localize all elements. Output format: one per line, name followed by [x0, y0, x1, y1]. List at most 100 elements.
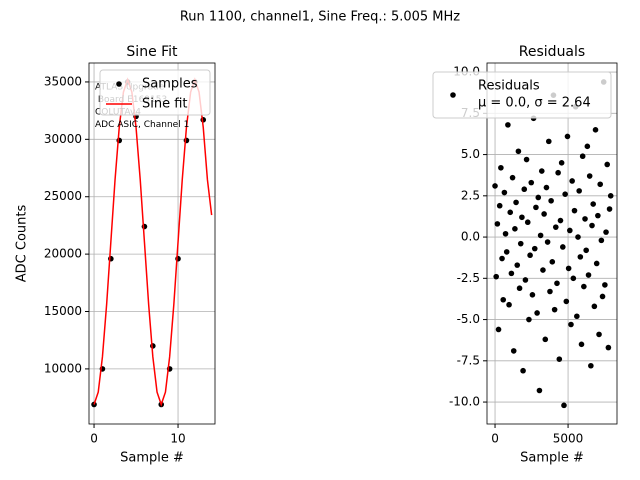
point — [560, 244, 566, 250]
point — [606, 206, 613, 212]
point — [514, 262, 521, 268]
legend-label: Residuals — [478, 79, 540, 94]
point — [590, 201, 596, 207]
point — [508, 270, 515, 277]
point — [502, 230, 509, 237]
point — [588, 362, 594, 369]
point — [524, 219, 531, 226]
y-tick-label: -10.0 — [449, 395, 480, 409]
point — [596, 331, 602, 338]
point — [589, 222, 595, 229]
point — [577, 254, 584, 260]
point — [493, 273, 500, 280]
point — [599, 293, 606, 300]
point — [506, 301, 512, 308]
point — [542, 336, 549, 343]
point — [551, 306, 558, 313]
y-tick-label: 25000 — [44, 189, 82, 203]
y-tick-label: 2.5 — [461, 188, 480, 202]
point — [586, 173, 593, 179]
legend-label: Sine fit — [142, 97, 188, 112]
point — [538, 168, 545, 174]
point — [513, 199, 519, 206]
point — [547, 288, 553, 295]
point — [519, 214, 525, 221]
point — [568, 321, 574, 328]
point — [500, 296, 507, 303]
point — [516, 285, 523, 292]
plot-marks — [492, 79, 614, 409]
point — [522, 277, 529, 283]
point — [565, 265, 572, 272]
y-tick-label: 15000 — [44, 304, 82, 318]
point — [571, 207, 578, 214]
point — [603, 229, 609, 235]
point — [583, 247, 589, 254]
point — [567, 227, 573, 234]
point — [552, 224, 559, 230]
x-tick-label: 0 — [491, 432, 499, 446]
point — [570, 275, 577, 282]
point — [526, 316, 532, 323]
point — [574, 313, 580, 320]
point — [562, 191, 568, 197]
point — [523, 156, 530, 163]
point — [534, 310, 540, 316]
point — [510, 348, 517, 354]
point — [527, 252, 533, 259]
point — [581, 283, 587, 290]
point — [558, 160, 565, 166]
point — [535, 194, 542, 201]
point — [585, 272, 592, 278]
point — [554, 280, 560, 287]
y-tick-label: 0.0 — [461, 230, 480, 244]
y-tick-label: -5.0 — [457, 312, 480, 326]
y-tick-label: 5.0 — [461, 147, 480, 161]
legend-swatch — [116, 81, 122, 87]
point — [591, 303, 598, 310]
point — [503, 249, 510, 255]
x-axis-label: Sample # — [520, 451, 584, 466]
point — [604, 161, 611, 168]
figure-title: Run 1100, channel1, Sine Freq.: 5.005 MH… — [180, 10, 460, 25]
point — [579, 153, 586, 160]
point — [492, 183, 498, 189]
point — [561, 402, 567, 409]
y-tick-label: -7.5 — [457, 353, 480, 367]
point — [564, 133, 571, 140]
point — [582, 216, 588, 222]
x-tick-label: 0 — [90, 432, 98, 446]
y-tick-label: -2.5 — [457, 271, 480, 285]
point — [598, 237, 605, 244]
point — [509, 174, 516, 181]
point — [593, 260, 600, 267]
point — [602, 282, 608, 288]
x-tick-label: 5000 — [553, 432, 584, 446]
y-axis-label: ADC Counts — [15, 205, 30, 283]
point — [543, 184, 550, 191]
point — [545, 138, 552, 145]
point — [536, 387, 543, 394]
point — [529, 292, 536, 298]
point — [520, 367, 526, 374]
y-tick-label: 20000 — [44, 247, 82, 261]
point — [141, 223, 148, 230]
axes-title: Sine Fit — [126, 44, 178, 60]
legend-swatch — [450, 92, 456, 98]
annotation: ADC ASIC, Channel 1 — [95, 120, 189, 130]
point — [540, 267, 546, 273]
point — [91, 401, 97, 408]
legend-box — [432, 71, 612, 119]
y-tick-label: 30000 — [44, 132, 82, 146]
point — [592, 127, 599, 133]
point — [528, 179, 535, 186]
point — [544, 239, 551, 245]
point — [505, 122, 511, 128]
point — [549, 259, 556, 265]
point — [584, 143, 591, 150]
axes-title: Residuals — [519, 44, 585, 60]
point — [563, 298, 570, 305]
point — [569, 178, 575, 184]
point — [494, 221, 501, 227]
